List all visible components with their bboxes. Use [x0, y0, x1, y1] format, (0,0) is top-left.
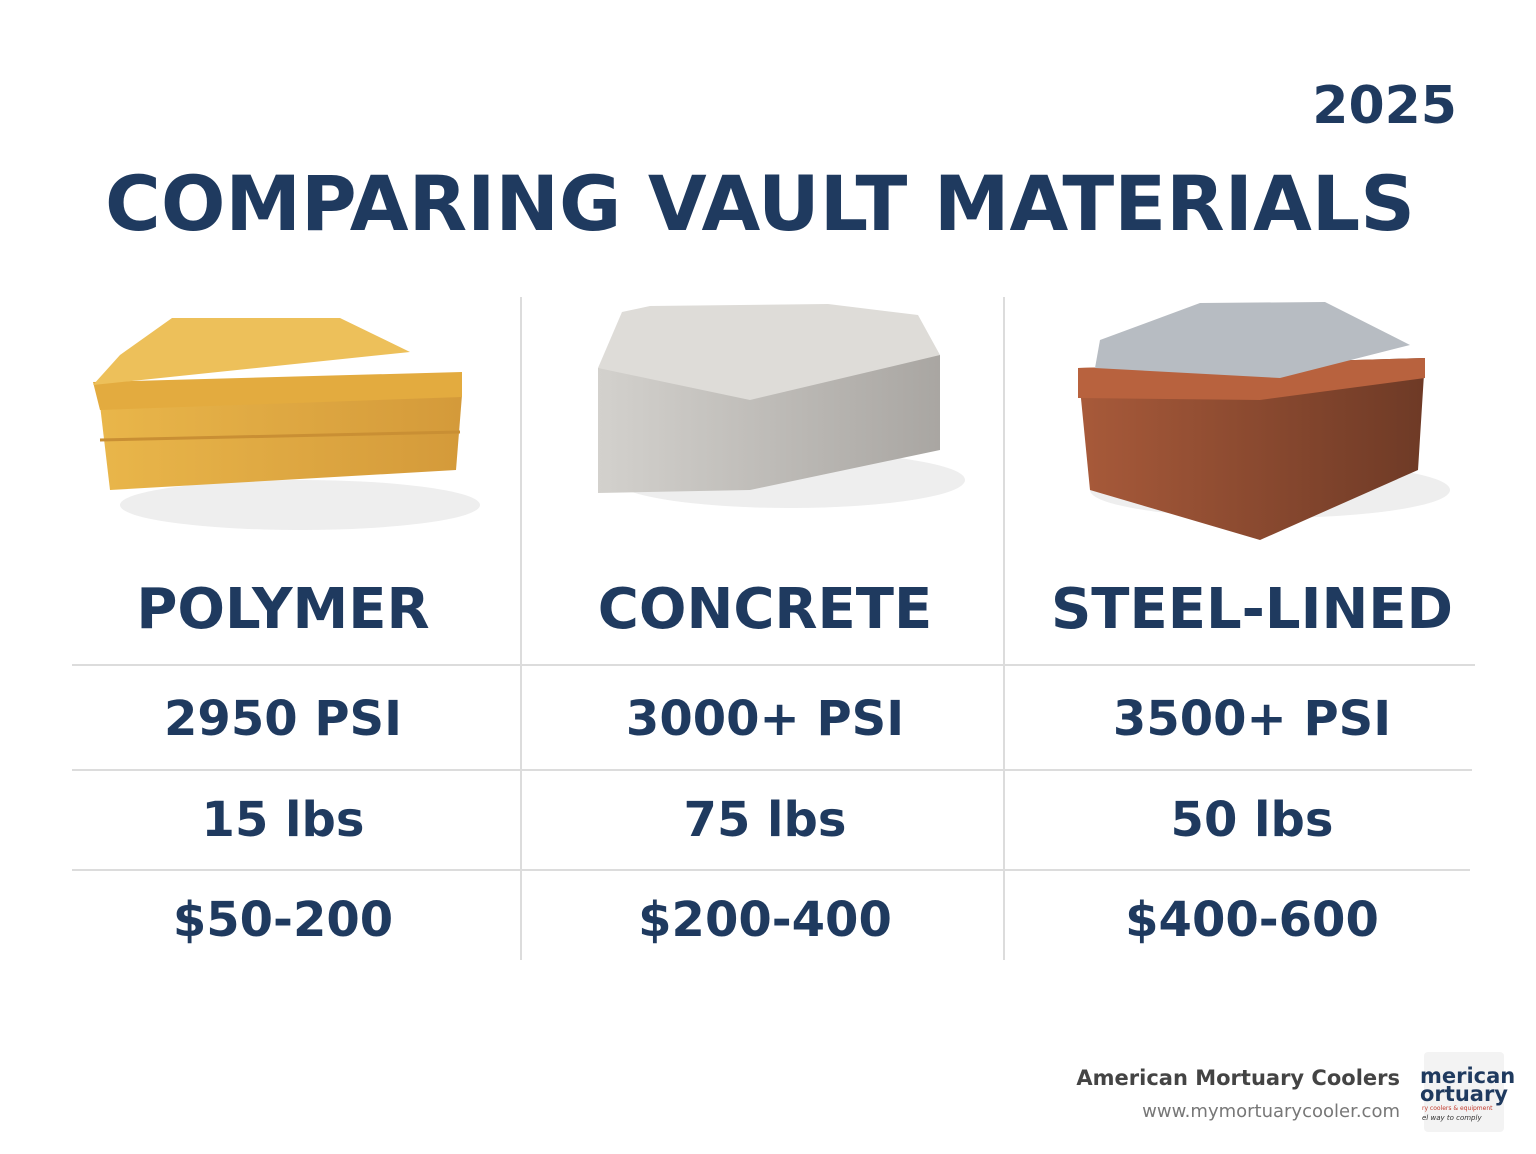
- column-header: POLYMER: [136, 577, 429, 642]
- table-cell: 2950 PSI: [164, 691, 402, 747]
- company-name: American Mortuary Coolers: [1076, 1066, 1400, 1090]
- table-cell: 3000+ PSI: [626, 691, 904, 747]
- table: POLYMER CONCRETE STEEL-LINED 2950 PSI 3000+ …: [135, 576, 1455, 950]
- column-header: STEEL-LINED: [1051, 577, 1453, 642]
- table-cell: $200-400: [638, 892, 892, 948]
- polymer-vault-illustration: [93, 318, 480, 530]
- column-header: CONCRETE: [598, 577, 933, 642]
- logo-tagline: el way to comply: [1422, 1114, 1482, 1122]
- website: www.mymortuarycooler.com: [1142, 1101, 1400, 1122]
- logo-tagline: ry coolers & equipment: [1422, 1105, 1493, 1112]
- table-grid: [72, 297, 1475, 960]
- table-cell: 50 lbs: [1171, 792, 1334, 848]
- year: 2025: [1312, 76, 1457, 136]
- logo-text: ortuary: [1420, 1082, 1508, 1106]
- table-cell: $50-200: [173, 892, 393, 948]
- logo-text: merican: [1420, 1064, 1515, 1088]
- title: COMPARING VAULT MATERIALS: [105, 159, 1415, 248]
- table-cell: 3500+ PSI: [1113, 691, 1391, 747]
- table-cell: 15 lbs: [202, 792, 365, 848]
- logo: merican ortuary ry coolers & equipment e…: [1420, 1052, 1515, 1132]
- table-cell: $400-600: [1125, 892, 1379, 948]
- concrete-vault-illustration: [598, 304, 965, 508]
- table-cell: 75 lbs: [684, 792, 847, 848]
- steel-lined-vault-illustration: [1078, 302, 1450, 540]
